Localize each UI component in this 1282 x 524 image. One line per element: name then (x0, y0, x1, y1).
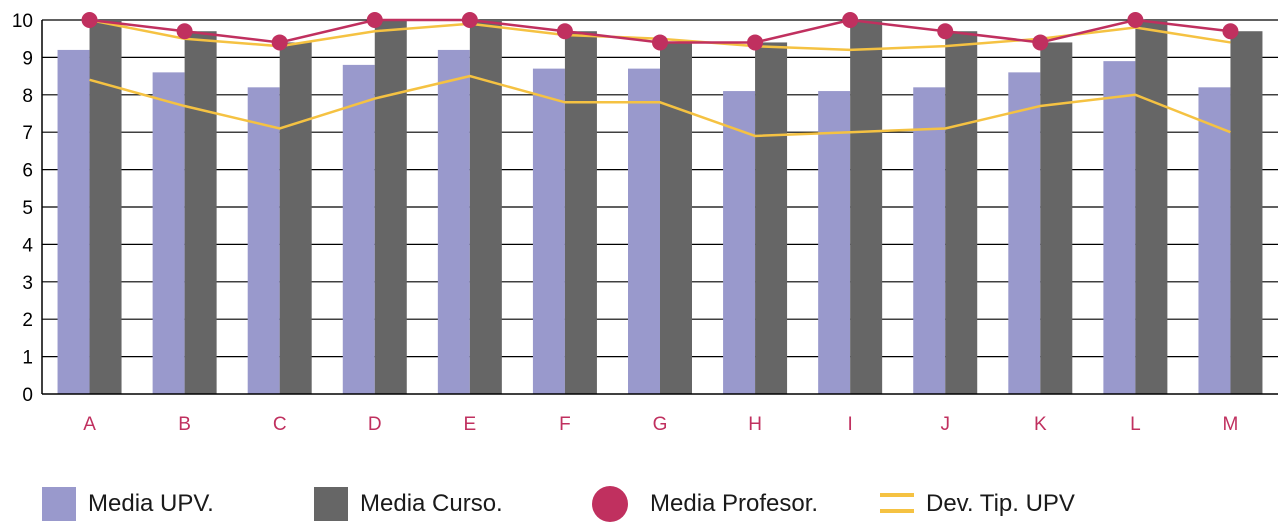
marker-media-profesor-I (842, 12, 859, 28)
x-axis-ticks: A B C D E F G H I J K L M (83, 414, 1238, 435)
chart-canvas: 0 1 2 3 4 5 6 7 8 9 10 A B C D E F G H I J K L M (12, 11, 1278, 435)
bar-media-upv-A (57, 49, 90, 395)
bar-media-curso-G (660, 42, 692, 394)
legend-item-media-curso: Media Curso. (314, 484, 503, 524)
y-tick-label-9: 9 (22, 48, 33, 69)
bar-media-upv-G (628, 68, 660, 395)
x-tick-label-M: M (1223, 414, 1239, 435)
x-tick-label-F: F (559, 414, 571, 435)
bar-media-curso-A (89, 20, 122, 394)
y-tick-label-0: 0 (22, 385, 33, 406)
bar-series (57, 20, 1263, 395)
x-tick-label-L: L (1130, 414, 1141, 435)
x-tick-label-G: G (653, 414, 668, 435)
y-tick-label-3: 3 (22, 273, 33, 294)
x-tick-label-A: A (83, 414, 96, 435)
bar-media-curso-H (755, 42, 788, 394)
bar-media-curso-J (945, 31, 978, 394)
bar-media-curso-C (279, 42, 312, 394)
marker-media-profesor-C (271, 34, 288, 51)
bar-media-curso-I (850, 20, 883, 394)
bar-media-upv-E (437, 49, 470, 395)
legend-swatch-dev-tip-upv (880, 487, 914, 521)
legend-swatch-media-upv (42, 487, 76, 521)
bar-media-upv-K (1008, 72, 1041, 395)
bar-media-curso-L (1135, 20, 1168, 394)
marker-media-profesor-M (1222, 23, 1239, 40)
legend-item-dev-tip-upv: Dev. Tip. UPV (880, 484, 1075, 524)
marker-series (81, 12, 1239, 51)
marker-media-profesor-J (937, 23, 954, 40)
y-tick-label-8: 8 (22, 86, 33, 107)
bar-media-upv-H (723, 91, 756, 394)
bar-media-upv-B (152, 72, 185, 395)
legend-item-media-upv: Media UPV. (42, 484, 214, 524)
marker-media-profesor-G (652, 34, 668, 51)
bar-media-curso-F (564, 31, 597, 394)
legend-swatch-media-profesor (592, 486, 628, 522)
bar-media-curso-M (1230, 31, 1263, 394)
y-tick-label-6: 6 (22, 161, 33, 182)
marker-media-profesor-F (556, 23, 573, 40)
x-tick-label-H: H (748, 414, 762, 435)
x-tick-label-J: J (940, 414, 950, 435)
x-tick-label-I: I (848, 414, 853, 435)
bar-media-upv-L (1103, 61, 1136, 394)
x-tick-label-K: K (1034, 414, 1047, 435)
marker-media-profesor-D (366, 12, 383, 28)
x-tick-label-B: B (178, 414, 191, 435)
y-tick-label-5: 5 (22, 198, 33, 219)
bar-media-upv-F (532, 68, 565, 395)
legend-label-media-profesor: Media Profesor. (650, 490, 819, 517)
y-tick-label-4: 4 (22, 235, 33, 256)
bar-media-curso-K (1040, 42, 1073, 394)
legend-label-media-curso: Media Curso. (360, 490, 503, 517)
y-tick-label-10: 10 (12, 11, 33, 32)
bar-media-upv-D (342, 64, 375, 394)
y-tick-label-2: 2 (22, 310, 33, 331)
marker-media-profesor-H (747, 34, 764, 51)
bar-media-upv-C (247, 87, 280, 394)
x-tick-label-C: C (273, 414, 287, 435)
marker-media-profesor-K (1032, 34, 1049, 51)
line-dev-tip-upv-lower (89, 74, 1231, 138)
marker-media-profesor-B (176, 23, 193, 40)
bar-media-curso-D (374, 20, 407, 394)
x-tick-label-D: D (368, 414, 382, 435)
legend-item-media-profesor: Media Profesor. (592, 484, 818, 524)
bar-media-curso-E (469, 20, 502, 394)
axes (41, 20, 1278, 395)
bar-media-upv-M (1198, 87, 1231, 394)
bar-media-upv-J (913, 87, 946, 394)
legend-label-dev-tip-upv: Dev. Tip. UPV (926, 490, 1075, 517)
y-tick-label-1: 1 (22, 348, 33, 369)
bar-media-curso-B (184, 31, 217, 394)
bar-media-upv-I (818, 91, 851, 394)
marker-media-profesor-E (461, 12, 478, 28)
y-axis-ticks: 0 1 2 3 4 5 6 7 8 9 10 (12, 11, 34, 406)
x-tick-label-E: E (464, 414, 477, 435)
marker-media-profesor-L (1127, 12, 1144, 28)
marker-media-profesor-A (81, 12, 98, 28)
legend-label-media-upv: Media UPV. (88, 490, 214, 517)
legend-swatch-media-curso (314, 487, 348, 521)
y-tick-label-7: 7 (22, 123, 33, 144)
